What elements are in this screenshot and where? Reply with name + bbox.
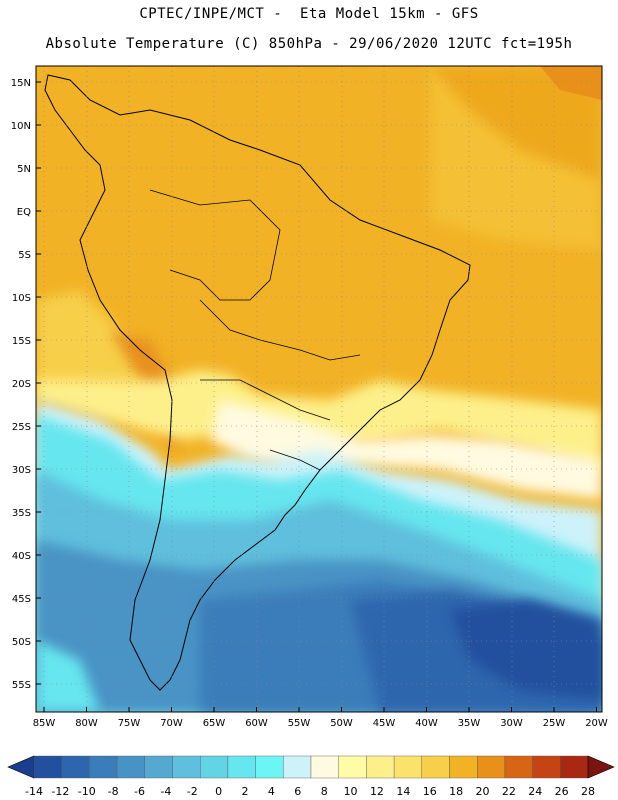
lat-tick-label: 10N xyxy=(11,121,31,132)
colorbar-swatch xyxy=(144,755,173,779)
colorbar-label: 20 xyxy=(475,785,489,798)
lon-tick-label: 70W xyxy=(160,718,183,729)
lat-tick-label: 30S xyxy=(12,465,31,476)
lat-tick-label: 15S xyxy=(12,336,31,347)
lat-tick-label: 5N xyxy=(17,164,31,175)
lat-tick-label: 55S xyxy=(12,680,31,691)
lon-tick-label: 40W xyxy=(415,718,438,729)
colorbar-label: -14 xyxy=(25,785,43,798)
lon-tick-label: 55W xyxy=(288,718,311,729)
colorbar-label: 2 xyxy=(242,785,249,798)
lat-tick-label: 15N xyxy=(11,78,31,89)
lon-tick-label: 75W xyxy=(118,718,141,729)
colorbar-label: 8 xyxy=(321,785,328,798)
lat-tick-label: 40S xyxy=(12,551,31,562)
colorbar-label: 22 xyxy=(502,785,516,798)
colorbar-swatch xyxy=(310,755,339,779)
colorbar-label: -6 xyxy=(134,785,145,798)
colorbar-swatch xyxy=(61,755,90,779)
lon-tick-label: 65W xyxy=(203,718,226,729)
lon-tick-label: 60W xyxy=(245,718,268,729)
colorbar-swatch xyxy=(421,755,450,779)
lon-tick-label: 50W xyxy=(330,718,353,729)
lat-tick-label: 10S xyxy=(12,293,31,304)
colorbar-label: 14 xyxy=(396,785,410,798)
colorbar-label: 10 xyxy=(344,785,358,798)
colorbar-label: -12 xyxy=(51,785,69,798)
colorbar-label: -10 xyxy=(78,785,96,798)
colorbar-label: -8 xyxy=(108,785,119,798)
colorbar-swatch xyxy=(89,755,118,779)
colorbar-label: 28 xyxy=(581,785,595,798)
lat-tick-label: 5S xyxy=(18,250,31,261)
colorbar-label: 4 xyxy=(268,785,275,798)
colorbar-label: 6 xyxy=(294,785,301,798)
colorbar-swatch xyxy=(338,755,367,779)
colorbar-swatch xyxy=(560,755,589,779)
colorbar-swatch xyxy=(477,755,506,779)
colorbar-swatch xyxy=(504,755,533,779)
lat-tick-label: 50S xyxy=(12,637,31,648)
colorbar-arrow-max xyxy=(587,755,615,779)
lon-tick-label: 20W xyxy=(585,718,608,729)
lon-tick-label: 35W xyxy=(458,718,481,729)
colorbar-arrow-min xyxy=(7,755,35,779)
colorbar-label: 18 xyxy=(449,785,463,798)
colorbar-swatch xyxy=(33,755,62,779)
colorbar-swatch xyxy=(366,755,395,779)
lat-tick-label: 25S xyxy=(12,422,31,433)
lat-tick-label: 45S xyxy=(12,594,31,605)
colorbar-label: -2 xyxy=(187,785,198,798)
map-frame xyxy=(35,65,603,713)
colorbar: -14 -12 -10 -8 -6 -4 -2 0 2 4 6 8 10 12 14 16 18 20 22 24 26… xyxy=(7,755,615,798)
colorbar-label: 26 xyxy=(555,785,569,798)
colorbar-swatch xyxy=(227,755,256,779)
latitude-labels: 15N 10N 5N EQ 5S 10S 15S 20S 25S 30S 35S 40S 45S 50S 5… xyxy=(11,78,41,691)
map-title-variable: Absolute Temperature (C) 850hPa - 29/06/… xyxy=(45,36,573,52)
colorbar-swatch xyxy=(255,755,284,779)
colorbar-swatch xyxy=(172,755,201,779)
colorbar-swatch xyxy=(449,755,478,779)
lon-tick-label: 80W xyxy=(75,718,98,729)
lon-tick-label: 25W xyxy=(543,718,566,729)
colorbar-swatch xyxy=(199,755,229,779)
colorbar-label: 0 xyxy=(215,785,222,798)
colorbar-label: 12 xyxy=(370,785,384,798)
colorbar-swatch xyxy=(532,755,561,779)
lat-tick-label: 20S xyxy=(12,379,31,390)
colorbar-label: -4 xyxy=(160,785,171,798)
lat-tick-label: 35S xyxy=(12,508,31,519)
longitude-labels: 85W 80W 75W 70W 65W 60W 55W 50W 45W 40W 35W 30W 25W 2… xyxy=(33,707,608,729)
colorbar-label: 24 xyxy=(528,785,542,798)
colorbar-swatch xyxy=(116,755,145,779)
lon-tick-label: 85W xyxy=(33,718,56,729)
temperature-field xyxy=(36,66,602,712)
lon-tick-label: 30W xyxy=(500,718,523,729)
map-title-source: CPTEC/INPE/MCT - Eta Model 15km - GFS xyxy=(139,6,479,22)
lat-tick-label: EQ xyxy=(17,207,31,218)
colorbar-swatch xyxy=(393,755,423,779)
colorbar-swatch xyxy=(283,755,312,779)
lon-tick-label: 45W xyxy=(373,718,396,729)
colorbar-label: 16 xyxy=(423,785,437,798)
